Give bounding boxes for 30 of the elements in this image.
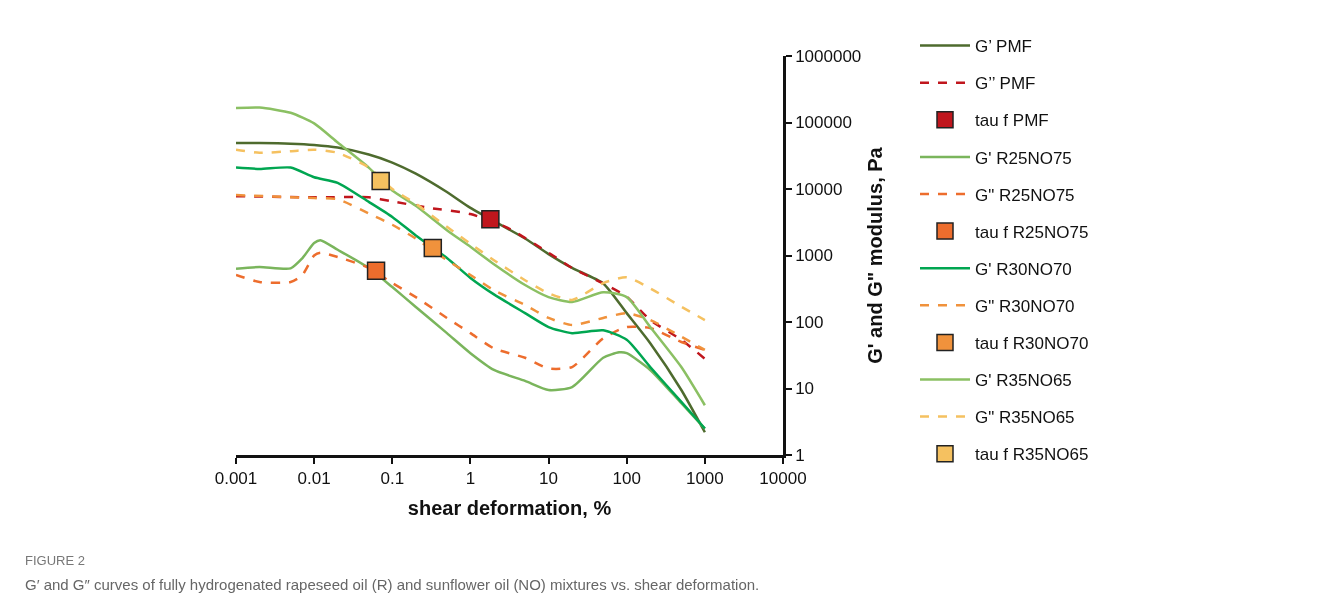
- y-tick-label: 100000: [795, 113, 852, 133]
- legend-label: G’’ PMF: [975, 74, 1036, 94]
- x-tick-label: 0.1: [380, 469, 405, 489]
- x-tick-label: 0.01: [297, 469, 331, 489]
- y-tick-label: 10000: [795, 179, 843, 199]
- legend-label: tau f R35NO65: [975, 445, 1089, 465]
- x-axis-title: shear deformation, %: [407, 496, 612, 519]
- legend-label: G' R35NO65: [975, 371, 1072, 391]
- y-tick-label: 1000000: [795, 46, 862, 66]
- x-tick-label: 1000: [685, 469, 724, 489]
- x-tick-label: 100: [612, 469, 641, 489]
- y-tick-label: 100: [795, 312, 824, 332]
- legend-label: G" R30NO70: [975, 296, 1075, 316]
- legend-label: tau f R25NO75: [975, 222, 1089, 242]
- legend-label: G’ PMF: [975, 37, 1032, 57]
- y-tick-label: 1000: [795, 246, 833, 266]
- legend-label: tau f R30NO70: [975, 334, 1089, 354]
- x-tick-label: 0.001: [214, 469, 258, 489]
- legend-label: tau f PMF: [975, 111, 1049, 131]
- caption: FIGURE 2: [25, 553, 85, 568]
- legend-label: G" R35NO65: [975, 408, 1075, 428]
- legend-label: G" R25NO75: [975, 185, 1075, 205]
- text: G′ and G″ curves of fully hydrogenated rapeseed oil (R) and sunflower oil (NO) mixtures vs. shear deformation.: [25, 576, 760, 593]
- y-tick-label: 10: [795, 379, 815, 399]
- x-tick-label: 1: [465, 469, 476, 489]
- x-tick-label: 10: [539, 469, 559, 489]
- legend-label: G' R30NO70: [975, 259, 1072, 279]
- legend-label: G' R25NO75: [975, 148, 1072, 168]
- y-axis-title: G' and G" modulus, Pa: [863, 146, 886, 364]
- y-tick-label: 1: [795, 445, 805, 465]
